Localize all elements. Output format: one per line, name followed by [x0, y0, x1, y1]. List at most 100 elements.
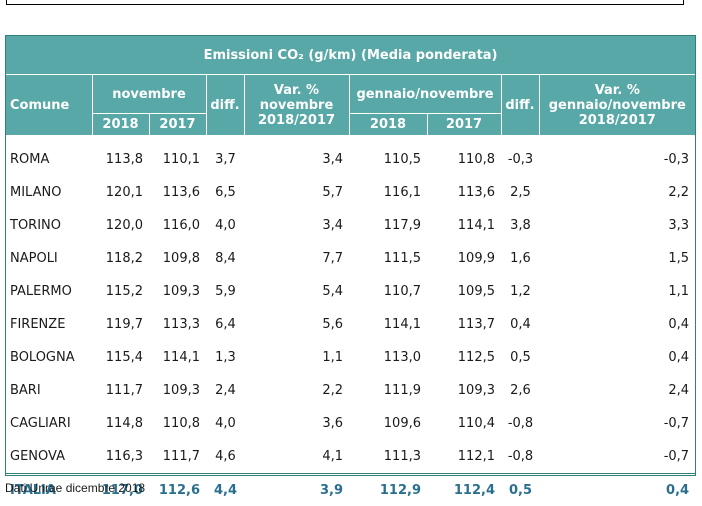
- cell-gen2017: 109,3: [427, 374, 501, 407]
- cell-gen2017: 112,4: [427, 474, 501, 506]
- cell-diff-gen: 0,4: [501, 308, 539, 341]
- cell-var-nov: 4,1: [244, 440, 349, 474]
- cell-nov2017: 114,1: [149, 341, 206, 374]
- cell-gen2018: 111,5: [349, 242, 427, 275]
- cell-nov2017: 110,1: [149, 143, 206, 176]
- cell-gen2017: 110,4: [427, 407, 501, 440]
- cell-gen2017: 114,1: [427, 209, 501, 242]
- cell-comune: CAGLIARI: [6, 407, 92, 440]
- cell-gen2017: 109,9: [427, 242, 501, 275]
- header-gen-2017: 2017: [427, 114, 501, 136]
- cell-nov2018: 111,7: [92, 374, 149, 407]
- cell-nov2017: 109,8: [149, 242, 206, 275]
- cell-diff-nov: 4,6: [206, 440, 244, 474]
- header-gen-2018: 2018: [349, 114, 427, 136]
- cell-nov2017: 112,6: [149, 474, 206, 506]
- cell-var-nov: 7,7: [244, 242, 349, 275]
- footnote: Dati Unrae dicembre 2018: [5, 481, 145, 495]
- cell-comune: NAPOLI: [6, 242, 92, 275]
- cell-gen2018: 109,6: [349, 407, 427, 440]
- cell-nov2018: 115,4: [92, 341, 149, 374]
- cell-var-gen: -0,7: [539, 440, 695, 474]
- cell-comune: BARI: [6, 374, 92, 407]
- emissions-table-frame: Emissioni CO₂ (g/km) (Media ponderata) C…: [5, 35, 696, 476]
- cell-diff-nov: 6,5: [206, 176, 244, 209]
- cell-nov2018: 118,2: [92, 242, 149, 275]
- cell-var-gen: 3,3: [539, 209, 695, 242]
- cell-diff-gen: -0,3: [501, 143, 539, 176]
- header-comune: Comune: [6, 75, 92, 136]
- header-nov-2017: 2017: [149, 114, 206, 136]
- cell-nov2017: 113,3: [149, 308, 206, 341]
- cell-gen2017: 110,8: [427, 143, 501, 176]
- header-var-novembre-line1: Var. %: [246, 83, 348, 98]
- header-var-gennaio: Var. % gennaio/novembre 2018/2017: [539, 75, 695, 136]
- header-var-gennaio-line2: gennaio/novembre: [541, 98, 695, 113]
- cell-var-gen: -0,7: [539, 407, 695, 440]
- cell-var-gen: 2,2: [539, 176, 695, 209]
- header-gennaio-novembre: gennaio/novembre: [349, 75, 501, 114]
- cell-diff-gen: -0,8: [501, 407, 539, 440]
- cell-var-gen: 2,4: [539, 374, 695, 407]
- cell-gen2017: 112,1: [427, 440, 501, 474]
- cell-var-nov: 5,4: [244, 275, 349, 308]
- cell-nov2017: 109,3: [149, 374, 206, 407]
- cell-diff-nov: 5,9: [206, 275, 244, 308]
- cell-comune: TORINO: [6, 209, 92, 242]
- cell-var-gen: 0,4: [539, 341, 695, 374]
- cell-gen2018: 110,7: [349, 275, 427, 308]
- cell-var-nov: 2,2: [244, 374, 349, 407]
- cell-var-nov: 3,4: [244, 209, 349, 242]
- cell-diff-nov: 4,0: [206, 407, 244, 440]
- cell-var-gen: 1,1: [539, 275, 695, 308]
- cell-diff-nov: 3,7: [206, 143, 244, 176]
- header-novembre: novembre: [92, 75, 206, 114]
- cell-var-nov: 3,6: [244, 407, 349, 440]
- cell-diff-gen: 2,5: [501, 176, 539, 209]
- header-nov-2018: 2018: [92, 114, 149, 136]
- cell-var-nov: 5,6: [244, 308, 349, 341]
- emissions-table: Emissioni CO₂ (g/km) (Media ponderata) C…: [6, 36, 695, 506]
- cell-nov2017: 109,3: [149, 275, 206, 308]
- header-var-gennaio-line3: 2018/2017: [541, 113, 695, 128]
- cell-nov2018: 120,1: [92, 176, 149, 209]
- cell-comune: FIRENZE: [6, 308, 92, 341]
- cell-gen2018: 116,1: [349, 176, 427, 209]
- cell-diff-gen: 1,6: [501, 242, 539, 275]
- cell-diff-nov: 1,3: [206, 341, 244, 374]
- cell-var-gen: 0,4: [539, 308, 695, 341]
- cell-var-nov: 3,9: [244, 474, 349, 506]
- cell-diff-nov: 6,4: [206, 308, 244, 341]
- cell-gen2017: 113,7: [427, 308, 501, 341]
- cell-var-nov: 3,4: [244, 143, 349, 176]
- cell-gen2018: 111,3: [349, 440, 427, 474]
- cell-comune: BOLOGNA: [6, 341, 92, 374]
- cell-var-gen: 0,4: [539, 474, 695, 506]
- cell-gen2017: 109,5: [427, 275, 501, 308]
- cell-diff-gen: 0,5: [501, 474, 539, 506]
- cell-nov2017: 111,7: [149, 440, 206, 474]
- cell-var-nov: 5,7: [244, 176, 349, 209]
- header-spacer: [6, 135, 695, 143]
- cell-diff-nov: 2,4: [206, 374, 244, 407]
- cell-gen2017: 112,5: [427, 341, 501, 374]
- cell-diff-nov: 8,4: [206, 242, 244, 275]
- cell-gen2018: 113,0: [349, 341, 427, 374]
- header-diff-gennaio: diff.: [501, 75, 539, 136]
- cell-gen2018: 112,9: [349, 474, 427, 506]
- cell-diff-gen: 0,5: [501, 341, 539, 374]
- cell-nov2018: 116,3: [92, 440, 149, 474]
- cell-comune: MILANO: [6, 176, 92, 209]
- table-title: Emissioni CO₂ (g/km) (Media ponderata): [6, 36, 695, 75]
- header-diff-novembre: diff.: [206, 75, 244, 136]
- cell-diff-nov: 4,4: [206, 474, 244, 506]
- cell-comune: ROMA: [6, 143, 92, 176]
- cell-gen2017: 113,6: [427, 176, 501, 209]
